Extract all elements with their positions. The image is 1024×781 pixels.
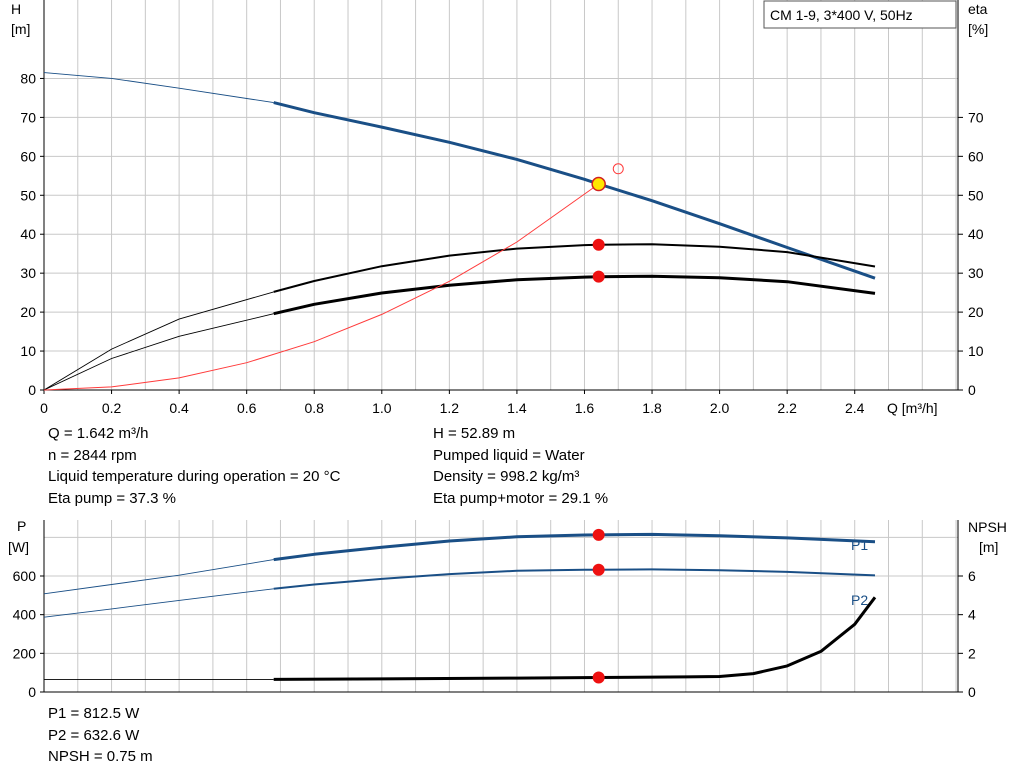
y-left-tick-label: 70 xyxy=(20,109,36,125)
y-left-tick-label: 50 xyxy=(20,187,36,203)
top-grid xyxy=(44,0,958,390)
eta-pump-motor-curve-extension xyxy=(43,313,274,391)
p1-curve xyxy=(273,532,876,562)
x-tick-label: 1.8 xyxy=(642,400,662,416)
eta-pump-motor-curve xyxy=(273,274,876,316)
x-tick-label: 1.0 xyxy=(372,400,392,416)
bottom-left-axis-label-line2: [W] xyxy=(8,539,29,555)
npsh-curve xyxy=(273,596,877,681)
info-flow: Q = 1.642 m³/h xyxy=(48,425,149,442)
info-p2: P2 = 632.6 W xyxy=(48,726,140,744)
duty-point-h xyxy=(591,176,606,192)
p2-series-label: P2 xyxy=(851,592,868,608)
top-series xyxy=(43,72,876,391)
y-right-tick-label: 4 xyxy=(968,607,976,623)
p2-curve-extension xyxy=(43,588,274,618)
bottom-tick-labels: 0 200 400 600 0 2 4 6 xyxy=(13,568,976,700)
duty-point-p1 xyxy=(592,528,605,541)
y-left-tick-label: 60 xyxy=(20,148,36,164)
system-curve xyxy=(43,183,599,391)
top-x-axis-label: Q [m³/h] xyxy=(887,400,938,416)
bottom-right-axis-label-line2: [m] xyxy=(979,539,998,555)
info-top-left: Q = 1.642 m³/h n = 2844 rpm Liquid tempe… xyxy=(48,423,340,509)
y-left-tick-label: 600 xyxy=(13,568,37,584)
top-right-axis-label-line2: [%] xyxy=(968,21,988,37)
eta-pump-curve-extension xyxy=(43,291,274,391)
x-tick-label: 1.4 xyxy=(507,400,527,416)
info-speed: n = 2844 rpm xyxy=(48,446,137,464)
top-tick-labels: 0 0.2 0.4 0.6 0.8 1.0 1.2 1.4 1.6 1.8 2.0 2.2 2.4 0 10… xyxy=(20,70,983,416)
duty-point-npsh xyxy=(592,671,605,684)
bottom-right-axis-label-line1: NPSH xyxy=(968,519,1007,535)
y-right-tick-label: 0 xyxy=(968,684,976,700)
x-tick-label: 0.6 xyxy=(237,400,257,416)
duty-point-eta-pump-motor xyxy=(592,270,605,283)
top-duty-points xyxy=(591,163,624,283)
y-left-tick-label: 80 xyxy=(20,70,36,86)
bottom-duty-points xyxy=(592,528,605,684)
info-eta-pump-motor: Eta pump+motor = 29.1 % xyxy=(433,489,609,507)
duty-point-p2 xyxy=(592,563,605,576)
y-right-tick-label: 2 xyxy=(968,645,976,661)
y-left-tick-label: 40 xyxy=(20,226,36,242)
y-right-tick-label: 60 xyxy=(968,148,984,164)
x-tick-label: 2.2 xyxy=(777,400,797,416)
y-left-tick-label: 400 xyxy=(13,607,37,623)
requested-duty-point xyxy=(612,163,624,175)
bottom-series xyxy=(43,532,877,681)
y-left-tick-label: 0 xyxy=(28,684,36,700)
y-right-tick-label: 6 xyxy=(968,568,976,584)
duty-point-eta-pump xyxy=(592,238,605,251)
y-left-tick-label: 20 xyxy=(20,304,36,320)
top-plot-area: 0 0.2 0.4 0.6 0.8 1.0 1.2 1.4 1.6 1.8 2.0 2.2 2.4 0 10… xyxy=(11,0,988,416)
y-right-tick-label: 50 xyxy=(968,187,984,203)
x-tick-label: 0.8 xyxy=(305,400,325,416)
head-curve xyxy=(273,101,876,280)
y-right-tick-label: 10 xyxy=(968,343,984,359)
info-p1: P1 = 812.5 W xyxy=(48,705,140,722)
y-right-tick-label: 0 xyxy=(968,382,976,398)
y-right-tick-label: 20 xyxy=(968,304,984,320)
x-tick-label: 2.4 xyxy=(845,400,865,416)
info-eta-pump: Eta pump = 37.3 % xyxy=(48,489,176,507)
info-head: H = 52.89 m xyxy=(433,425,516,442)
title-box-text: CM 1-9, 3*400 V, 50Hz xyxy=(770,7,913,23)
x-tick-label: 2.0 xyxy=(710,400,730,416)
eta-pump-curve xyxy=(273,243,876,293)
head-curve-extension xyxy=(43,72,274,104)
bottom-left-axis-label-line1: P xyxy=(17,518,26,534)
y-right-tick-label: 70 xyxy=(968,109,984,125)
info-npsh: NPSH = 0.75 m xyxy=(48,748,153,765)
y-left-tick-label: 0 xyxy=(28,382,36,398)
y-right-tick-label: 40 xyxy=(968,226,984,242)
p1-curve-extension xyxy=(43,559,274,595)
bottom-grid xyxy=(44,520,958,692)
top-left-axis-label-line1: H xyxy=(11,1,21,17)
y-left-tick-label: 10 xyxy=(20,343,36,359)
y-right-tick-label: 30 xyxy=(968,265,984,281)
x-tick-label: 1.2 xyxy=(440,400,460,416)
info-density: Density = 998.2 kg/m³ xyxy=(433,468,580,485)
x-tick-label: 1.6 xyxy=(575,400,595,416)
x-tick-label: 0.2 xyxy=(102,400,122,416)
y-left-tick-label: 30 xyxy=(20,265,36,281)
x-tick-label: 0 xyxy=(40,400,48,416)
info-top-right: H = 52.89 m Pumped liquid = Water Densit… xyxy=(433,423,608,509)
top-left-axis-label-line2: [m] xyxy=(11,21,30,37)
bottom-plot-area: 0 200 400 600 0 2 4 6 P [W] NPSH [m] P1 P2 xyxy=(8,518,1007,700)
info-liquid-temperature: Liquid temperature during operation = 20… xyxy=(48,468,341,485)
p1-series-label: P1 xyxy=(851,537,868,553)
x-tick-label: 0.4 xyxy=(169,400,189,416)
info-pumped-liquid: Pumped liquid = Water xyxy=(433,446,585,464)
info-bottom: P1 = 812.5 W P2 = 632.6 W NPSH = 0.75 m xyxy=(48,703,153,768)
p2-curve xyxy=(273,568,876,590)
title-box xyxy=(763,0,957,29)
y-left-tick-label: 200 xyxy=(13,645,37,661)
top-right-axis-label-line1: eta xyxy=(968,1,988,17)
